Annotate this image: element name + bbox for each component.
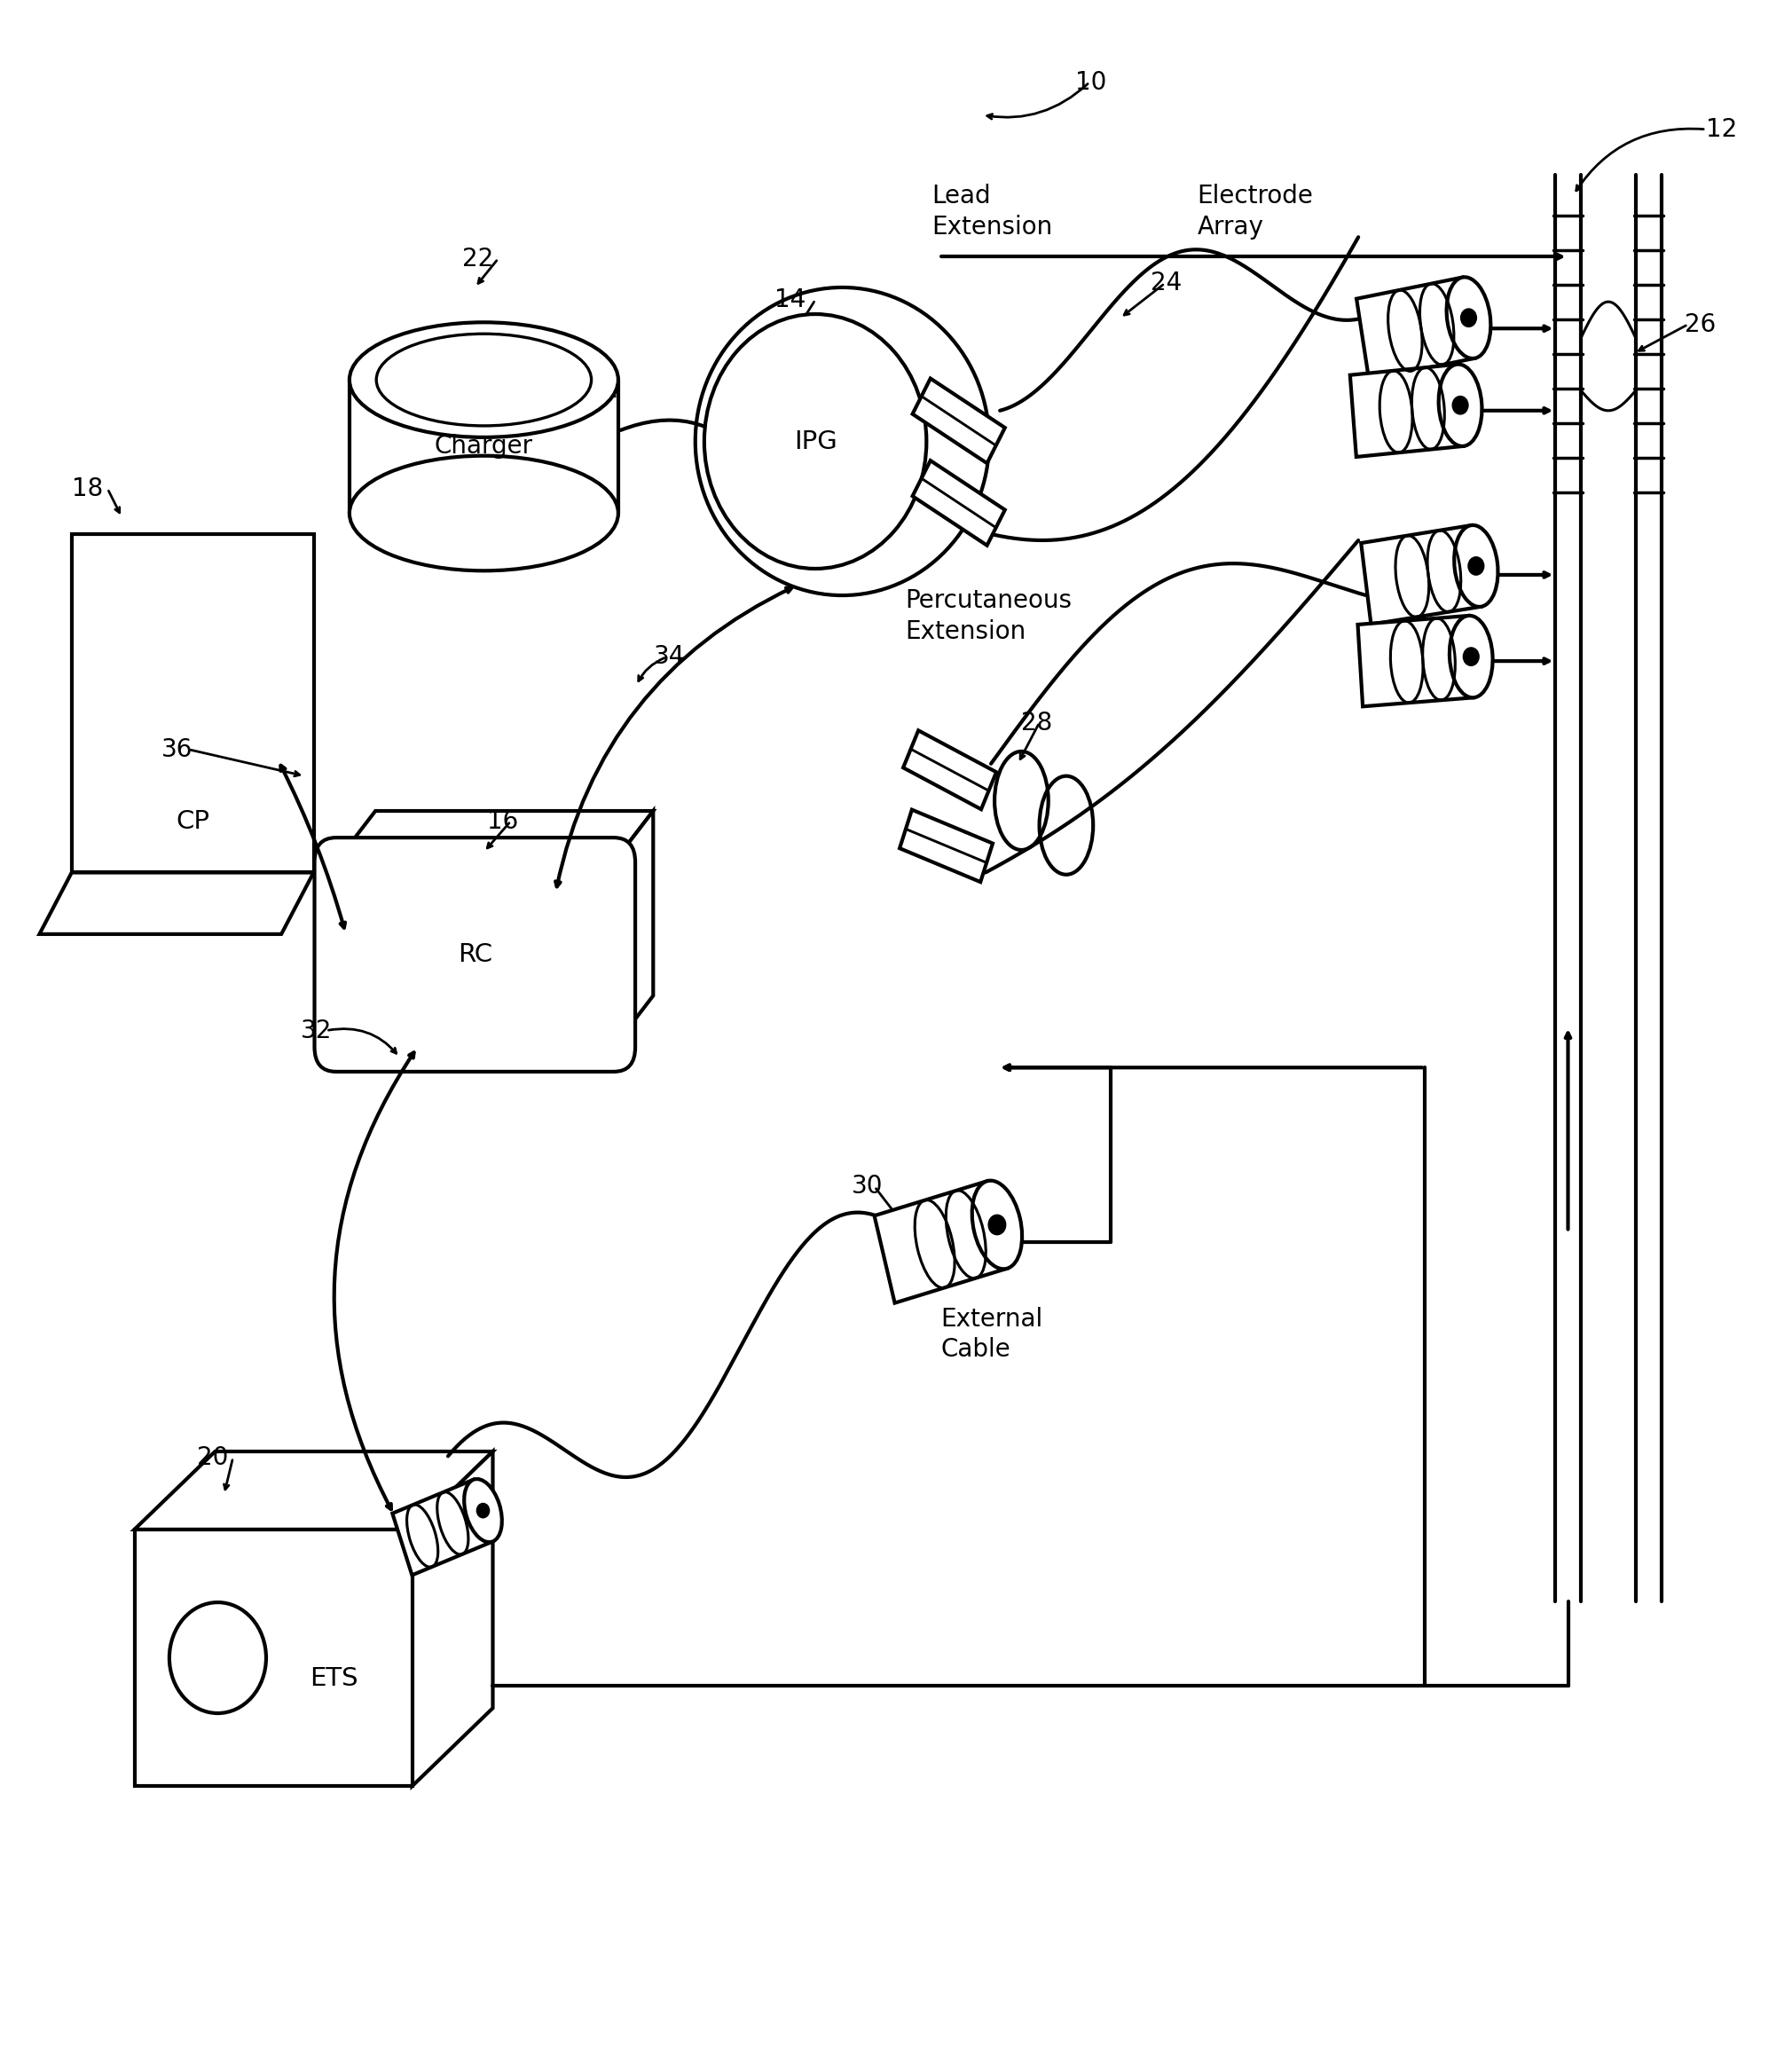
Circle shape <box>989 1215 1005 1234</box>
Text: External
Cable: External Cable <box>941 1306 1043 1363</box>
Text: 20: 20 <box>197 1445 229 1470</box>
Text: RC: RC <box>457 942 493 967</box>
Polygon shape <box>912 460 1005 546</box>
Circle shape <box>1468 556 1484 575</box>
Polygon shape <box>874 1180 1007 1304</box>
Text: Electrode
Array: Electrode Array <box>1197 183 1314 240</box>
Text: 32: 32 <box>301 1018 333 1043</box>
Circle shape <box>1452 396 1468 415</box>
Circle shape <box>1464 647 1478 665</box>
Circle shape <box>170 1601 267 1712</box>
Polygon shape <box>1357 277 1475 380</box>
Polygon shape <box>337 811 654 862</box>
Polygon shape <box>900 809 993 883</box>
Polygon shape <box>912 378 1005 464</box>
Circle shape <box>1460 308 1477 326</box>
Polygon shape <box>134 1529 412 1786</box>
Polygon shape <box>1362 526 1480 624</box>
Ellipse shape <box>1450 616 1493 698</box>
Text: 38: 38 <box>538 365 570 390</box>
Text: CP: CP <box>176 809 210 834</box>
Text: 28: 28 <box>1021 710 1052 735</box>
Polygon shape <box>903 731 996 809</box>
Ellipse shape <box>464 1478 502 1542</box>
Polygon shape <box>39 873 314 934</box>
Polygon shape <box>392 1480 493 1575</box>
Polygon shape <box>1358 616 1473 706</box>
Bar <box>72 534 314 873</box>
Text: 14: 14 <box>774 287 805 312</box>
Polygon shape <box>134 1451 493 1529</box>
Ellipse shape <box>1446 277 1491 359</box>
Ellipse shape <box>376 335 591 425</box>
Polygon shape <box>613 811 654 1047</box>
Text: Lead
Extension: Lead Extension <box>932 183 1052 240</box>
Text: Percutaneous
Extension: Percutaneous Extension <box>905 587 1072 645</box>
Ellipse shape <box>695 287 989 595</box>
Polygon shape <box>412 1451 493 1786</box>
Text: 12: 12 <box>1706 117 1736 142</box>
Ellipse shape <box>1439 363 1482 446</box>
Text: 30: 30 <box>851 1174 883 1199</box>
Ellipse shape <box>1453 526 1498 608</box>
FancyBboxPatch shape <box>315 838 634 1072</box>
Text: IPG: IPG <box>794 429 837 454</box>
Text: 18: 18 <box>72 476 102 501</box>
Circle shape <box>477 1503 489 1517</box>
Polygon shape <box>1349 363 1464 458</box>
Text: 36: 36 <box>161 737 194 762</box>
Ellipse shape <box>349 322 618 437</box>
Text: 34: 34 <box>654 645 686 669</box>
Text: Charger: Charger <box>434 433 534 460</box>
Text: 22: 22 <box>462 246 493 271</box>
Text: ETS: ETS <box>310 1665 358 1692</box>
Text: 26: 26 <box>1684 312 1715 337</box>
Text: 16: 16 <box>487 809 518 834</box>
Ellipse shape <box>971 1180 1021 1269</box>
Text: 10: 10 <box>1075 70 1107 94</box>
Text: 24: 24 <box>1150 271 1181 296</box>
Ellipse shape <box>704 314 926 569</box>
Ellipse shape <box>349 456 618 571</box>
